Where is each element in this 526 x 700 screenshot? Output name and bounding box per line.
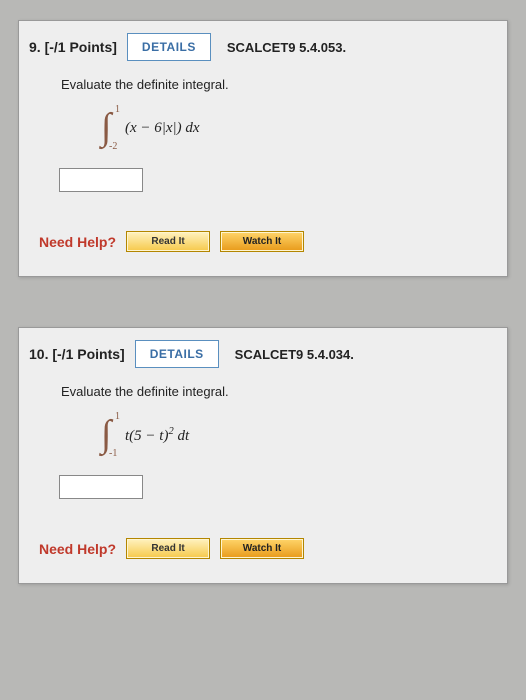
need-help-label: Need Help? [39,541,116,557]
integral-symbol: ∫ 1 -1 [101,413,121,457]
watch-it-button[interactable]: Watch It [220,538,304,559]
upper-limit: 1 [115,411,120,422]
watch-it-button[interactable]: Watch It [220,231,304,252]
integral-symbol: ∫ 1 -2 [101,106,121,150]
question-header: 9. [-/1 Points] DETAILS SCALCET9 5.4.053… [19,21,507,71]
q-num-text: 9. [29,39,41,55]
help-row: Need Help? Read It Watch It [19,197,507,252]
answer-input[interactable] [59,475,143,499]
need-help-label: Need Help? [39,234,116,250]
details-button[interactable]: DETAILS [127,33,211,61]
question-header: 10. [-/1 Points] DETAILS SCALCET9 5.4.03… [19,328,507,378]
integrand: t(5 − t)2 dt [123,426,189,445]
question-number: 10. [-/1 Points] [29,346,125,362]
page: 9. [-/1 Points] DETAILS SCALCET9 5.4.053… [0,0,526,654]
integral-expression: ∫ 1 -1 t(5 − t)2 dt [101,413,477,457]
q-num-text: 10. [29,346,48,362]
question-panel: 10. [-/1 Points] DETAILS SCALCET9 5.4.03… [18,327,508,584]
answer-input[interactable] [59,168,143,192]
read-it-button[interactable]: Read It [126,231,210,252]
help-row: Need Help? Read It Watch It [19,504,507,559]
lower-limit: -2 [109,141,117,152]
q-points: [-/1 Points] [45,39,117,55]
question-body: Evaluate the definite integral. ∫ 1 -1 t… [19,378,507,504]
q-points: [-/1 Points] [52,346,124,362]
read-it-button[interactable]: Read It [126,538,210,559]
integral-expression: ∫ 1 -2 (x − 6|x|) dx [101,106,477,150]
question-prompt: Evaluate the definite integral. [61,384,477,399]
question-body: Evaluate the definite integral. ∫ 1 -2 (… [19,71,507,197]
question-number: 9. [-/1 Points] [29,39,117,55]
details-button[interactable]: DETAILS [135,340,219,368]
upper-limit: 1 [115,104,120,115]
reference-code: SCALCET9 5.4.053. [227,40,346,55]
reference-code: SCALCET9 5.4.034. [235,347,354,362]
lower-limit: -1 [109,448,117,459]
integrand: (x − 6|x|) dx [123,120,200,137]
question-prompt: Evaluate the definite integral. [61,77,477,92]
question-panel: 9. [-/1 Points] DETAILS SCALCET9 5.4.053… [18,20,508,277]
